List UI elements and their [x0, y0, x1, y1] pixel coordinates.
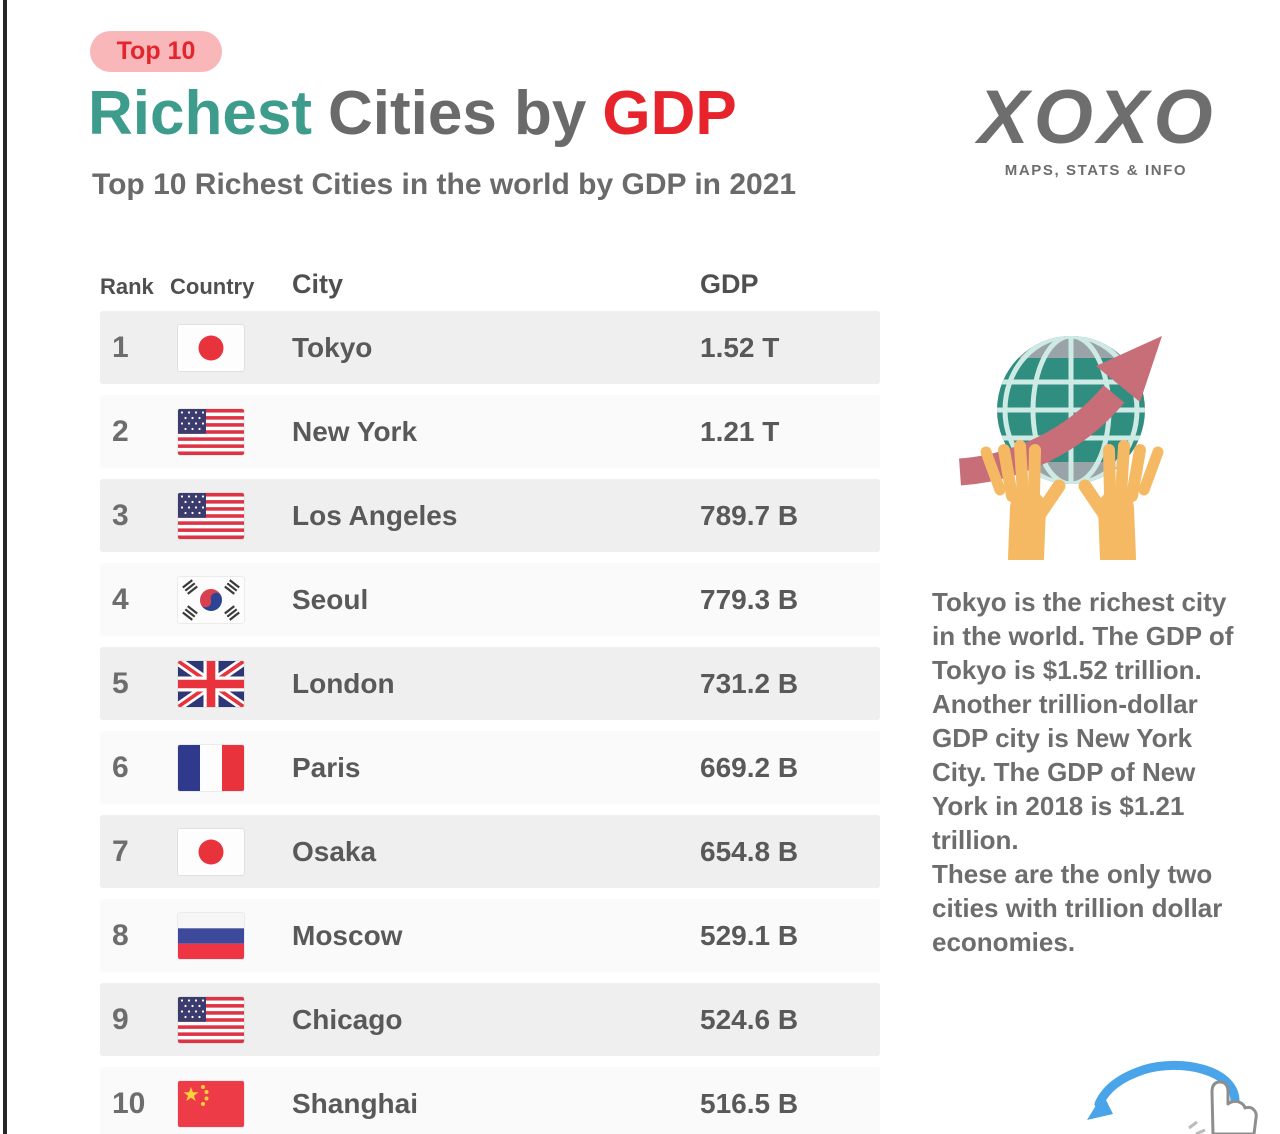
xoxo-logo-tagline: MAPS, STATS & INFO	[1004, 161, 1188, 179]
table-row: 6 Paris 669.2 B	[100, 731, 880, 804]
flag-usa-icon	[178, 492, 244, 539]
top10-badge-label: Top 10	[116, 37, 196, 65]
gdp-value: 524.6 B	[700, 1003, 799, 1035]
rank-value: 2	[112, 414, 129, 448]
flag-russia-icon	[178, 912, 244, 959]
note-paragraph-1: Tokyo is the richest city in the world. …	[932, 587, 1234, 685]
globe-growth-illustration	[956, 320, 1188, 576]
rank-value: 9	[112, 1002, 129, 1036]
swipe-left-cursor-icon	[1087, 1060, 1258, 1134]
gdp-value: 789.7 B	[700, 499, 799, 531]
header-country: Country	[170, 274, 255, 299]
flag-japan-icon	[178, 324, 244, 371]
flag-japan-icon	[178, 828, 244, 875]
table-row: 7 Osaka 654.8 B	[100, 815, 880, 888]
city-name: Osaka	[292, 835, 377, 867]
table-row: 8 Moscow 529.1 B	[100, 899, 880, 972]
city-name: Paris	[292, 751, 361, 783]
city-name: Tokyo	[292, 331, 373, 363]
city-name: Chicago	[292, 1003, 403, 1035]
title-richest: Richest	[88, 79, 312, 148]
city-name: Shanghai	[292, 1087, 419, 1119]
flag-china-icon	[178, 1080, 244, 1127]
rank-value: 1	[112, 330, 129, 364]
gdp-value: 1.52 T	[700, 331, 780, 363]
city-name: Seoul	[292, 583, 369, 615]
top10-badge: Top 10	[90, 31, 222, 72]
page-title: Richest Cities by GDP	[88, 78, 737, 149]
header-rank: Rank	[100, 274, 154, 299]
title-cities-by: Cities by	[327, 79, 587, 148]
city-name: London	[292, 667, 395, 699]
gdp-value: 529.1 B	[700, 919, 799, 951]
gdp-value: 779.3 B	[700, 583, 799, 615]
gdp-value: 669.2 B	[700, 751, 799, 783]
rank-value: 8	[112, 918, 129, 952]
table-row: 2 New York 1.21 T	[100, 395, 880, 468]
flag-south-korea-icon	[178, 576, 244, 623]
table-row: 3 Los Angeles 789.7 B	[100, 479, 880, 552]
table-row: 10 Shanghai 516.5 B	[100, 1067, 880, 1134]
xoxo-logo: XOXO MAPS, STATS & INFO	[978, 76, 1214, 179]
globe-hands-arrow-icon	[958, 336, 1188, 576]
note-paragraph-2: Another trillion-dollar GDP city is New …	[932, 689, 1198, 855]
header-city: City	[292, 269, 344, 299]
page-subtitle: Top 10 Richest Cities in the world by GD…	[92, 168, 797, 201]
gdp-table: Rank Country City GDP 1 Tokyo 1.52 T 2 N…	[100, 266, 880, 1134]
rank-value: 7	[112, 834, 129, 868]
rank-value: 3	[112, 498, 129, 532]
flag-uk-icon	[178, 660, 244, 707]
xoxo-logo-text: XOXO	[978, 75, 1218, 160]
gdp-value: 731.2 B	[700, 667, 799, 699]
rank-value: 10	[112, 1086, 146, 1120]
city-name: Moscow	[292, 919, 403, 951]
city-name: Los Angeles	[292, 499, 458, 531]
title-gdp: GDP	[602, 79, 737, 148]
table-header-row: Rank Country City GDP	[100, 266, 880, 300]
rank-value: 5	[112, 666, 129, 700]
flag-usa-icon	[178, 996, 244, 1043]
rank-value: 4	[112, 582, 129, 616]
table-row: 4 Seoul 779.3 B	[100, 563, 880, 636]
rank-value: 6	[112, 750, 129, 784]
table-row: 9 Chicago 524.6 B	[100, 983, 880, 1056]
table-row: 5 London 731.2 B	[100, 647, 880, 720]
note-paragraph-3: These are the only two cities with trill…	[932, 859, 1223, 957]
header-gdp: GDP	[700, 269, 759, 299]
gdp-value: 654.8 B	[700, 835, 799, 867]
table-row: 1 Tokyo 1.52 T	[100, 311, 880, 384]
swipe-hint[interactable]	[1085, 1056, 1260, 1134]
summary-note: Tokyo is the richest city in the world. …	[932, 585, 1234, 959]
city-name: New York	[292, 415, 418, 447]
gdp-value: 1.21 T	[700, 415, 780, 447]
flag-usa-icon	[178, 408, 244, 455]
left-border-strip	[3, 0, 7, 1134]
flag-france-icon	[178, 744, 244, 791]
gdp-value: 516.5 B	[700, 1087, 799, 1119]
